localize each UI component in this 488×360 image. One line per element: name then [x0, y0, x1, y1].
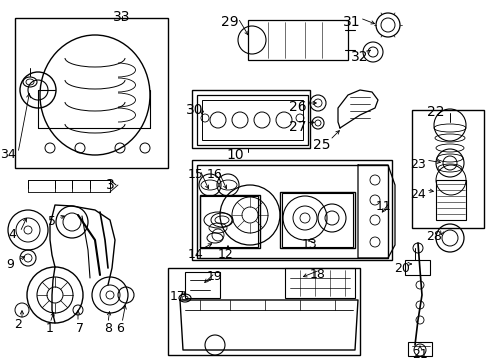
Text: 27: 27 [289, 120, 306, 134]
Text: 8: 8 [104, 322, 112, 335]
Bar [404, 260, 429, 275]
Text: 24: 24 [409, 188, 425, 201]
Bar [192, 160, 391, 260]
Text: 25: 25 [313, 138, 330, 152]
Text: 19: 19 [207, 270, 223, 283]
Text: 20: 20 [393, 262, 409, 275]
Bar [280, 192, 354, 248]
Text: 22: 22 [427, 105, 444, 119]
Text: 14: 14 [188, 248, 203, 261]
Text: 18: 18 [309, 268, 325, 281]
Text: 34: 34 [0, 148, 16, 161]
Bar [192, 90, 309, 148]
Text: 32: 32 [350, 50, 368, 64]
Bar [15, 18, 168, 168]
Text: 30: 30 [186, 103, 203, 117]
Text: 6: 6 [116, 322, 123, 335]
Bar [184, 272, 220, 298]
Bar [168, 268, 359, 355]
Text: 4: 4 [8, 228, 16, 241]
Bar [200, 195, 260, 248]
Text: 21: 21 [411, 348, 427, 360]
Bar [197, 95, 307, 145]
Bar [282, 193, 352, 247]
Text: 1: 1 [46, 322, 54, 335]
Text: 13: 13 [302, 238, 317, 251]
Bar [202, 100, 303, 140]
Text: 2: 2 [14, 318, 22, 331]
Text: 15: 15 [188, 168, 203, 181]
Text: 5: 5 [48, 215, 56, 228]
Bar [197, 165, 387, 258]
Text: 17: 17 [170, 290, 185, 303]
Bar [285, 268, 354, 298]
Bar [411, 110, 483, 228]
Bar [407, 342, 431, 356]
Text: 12: 12 [218, 248, 233, 261]
Text: 23: 23 [409, 158, 425, 171]
Text: 16: 16 [207, 168, 223, 181]
Text: 7: 7 [76, 322, 84, 335]
Bar [200, 196, 258, 247]
Text: 33: 33 [113, 10, 130, 24]
Text: 11: 11 [375, 200, 391, 213]
Text: 10: 10 [226, 148, 244, 162]
Text: 29: 29 [221, 15, 238, 29]
Text: 9: 9 [6, 258, 14, 271]
Text: 28: 28 [425, 230, 441, 243]
Bar [435, 180, 465, 220]
Text: 31: 31 [343, 15, 360, 29]
Text: 3: 3 [105, 178, 114, 192]
Text: 26: 26 [288, 100, 306, 114]
Bar [247, 20, 347, 60]
